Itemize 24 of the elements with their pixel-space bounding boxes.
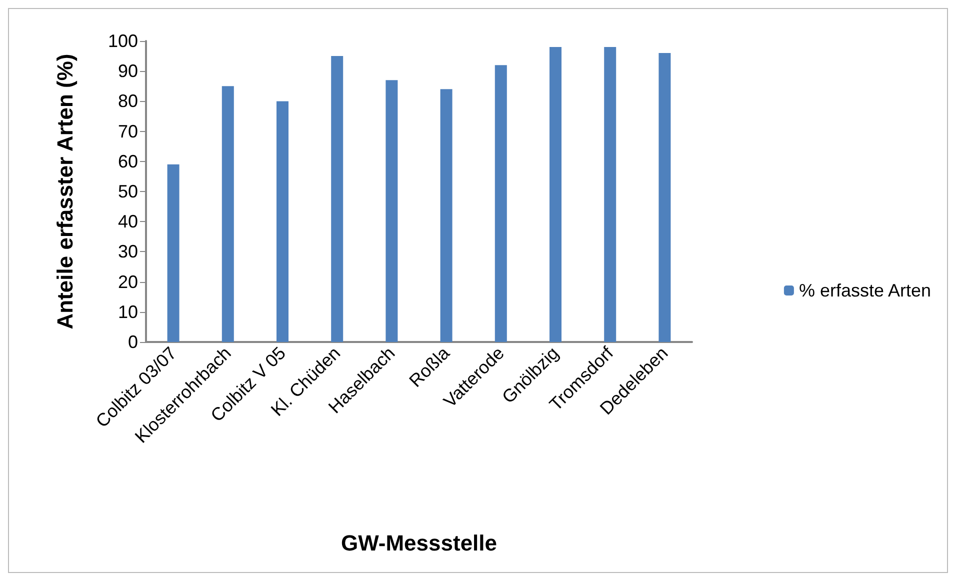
- y-tick-label: 10: [118, 302, 138, 322]
- y-tick-label: 40: [118, 212, 138, 232]
- bar: [167, 164, 180, 342]
- bar: [222, 86, 234, 342]
- x-axis-title: GW-Messstelle: [340, 530, 498, 556]
- y-tick-label: 0: [128, 332, 138, 352]
- y-tick-label: 50: [118, 182, 138, 202]
- y-tick-label: 100: [108, 31, 138, 51]
- y-axis-title: Anteile erfasster Arten (%): [52, 54, 78, 330]
- bar: [276, 101, 288, 342]
- bar: [658, 53, 671, 342]
- y-tick-label: 60: [118, 151, 138, 172]
- bar: [550, 47, 562, 342]
- bar: [331, 56, 344, 342]
- legend-label: % erfasste Arten: [798, 280, 932, 300]
- y-tick-label: 70: [118, 121, 138, 142]
- y-tick-label: 20: [118, 272, 138, 292]
- bar: [494, 65, 507, 342]
- y-tick-label: 80: [118, 91, 138, 112]
- y-tick-label: 90: [118, 61, 138, 82]
- y-tick-label: 30: [118, 242, 138, 262]
- bar: [386, 80, 398, 342]
- bar: [604, 47, 616, 342]
- bar: [440, 89, 452, 342]
